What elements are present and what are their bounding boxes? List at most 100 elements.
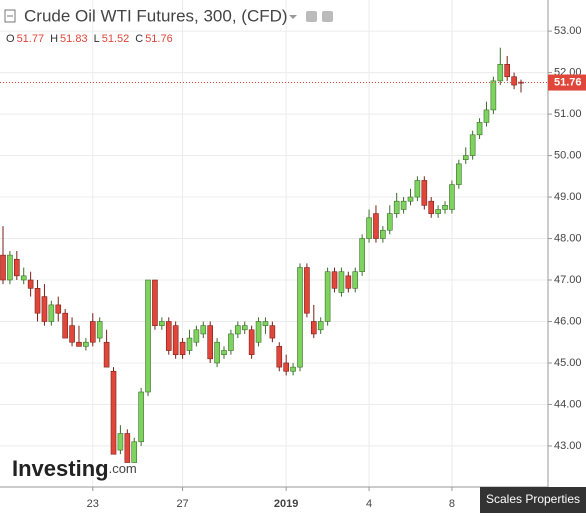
- ohlc-value: 51.52: [102, 33, 130, 45]
- x-tick-label: 27: [176, 498, 188, 510]
- candle-body: [69, 325, 75, 343]
- candle-body: [152, 279, 158, 326]
- candle-body: [304, 267, 310, 314]
- candle-body: [456, 163, 462, 185]
- last-price-label: 51.76: [554, 76, 582, 88]
- ohlc-value: 51.77: [17, 33, 45, 45]
- candle-body: [490, 80, 497, 111]
- candle-body: [497, 63, 504, 82]
- scales-button-label[interactable]: Scales Properties: [486, 492, 580, 506]
- candle-body: [62, 312, 68, 339]
- candle-body: [442, 205, 448, 210]
- candle-body: [297, 267, 303, 368]
- candle-body: [248, 329, 255, 355]
- candle-body: [124, 433, 131, 463]
- candle-body: [145, 279, 151, 393]
- candle-body: [373, 213, 379, 239]
- watermark-suffix: .com: [109, 461, 137, 476]
- candle-body: [179, 341, 186, 355]
- collapse-icon[interactable]: [4, 9, 16, 23]
- x-tick-label: 2019: [274, 498, 298, 510]
- candle-body: [103, 341, 110, 368]
- candle-body: [400, 200, 407, 210]
- candle-body: [262, 321, 269, 326]
- candle-body: [386, 213, 393, 231]
- candle-body: [462, 155, 469, 161]
- candle-body: [345, 275, 352, 289]
- candle-body: [7, 254, 13, 281]
- candle-body: [331, 271, 338, 289]
- candle-body: [338, 271, 345, 293]
- watermark: Investing.com: [12, 456, 137, 481]
- candle-body: [165, 321, 172, 351]
- candle-body: [159, 321, 165, 326]
- last-price-box: [548, 74, 586, 91]
- candle-body: [393, 200, 400, 214]
- candle-body: [428, 200, 435, 214]
- candle-body: [449, 184, 455, 210]
- candle-body: [435, 209, 441, 214]
- scales-button[interactable]: [480, 487, 586, 513]
- candle-body: [221, 350, 227, 355]
- candle-body: [48, 304, 55, 322]
- y-tick-label: 50.00: [554, 149, 582, 161]
- y-tick-label: 43.00: [554, 440, 582, 452]
- candle-body: [55, 304, 62, 314]
- candle-body: [200, 325, 207, 335]
- x-tick-label: 23: [87, 498, 99, 510]
- y-tick-label: 44.00: [554, 398, 582, 410]
- candle-body: [324, 271, 331, 322]
- grid: [0, 0, 548, 487]
- candle-body: [41, 296, 48, 322]
- candle-body: [20, 275, 27, 281]
- settings-icon[interactable]: [306, 11, 317, 22]
- chart-title: Crude Oil WTI Futures, 300, (CFD): [24, 6, 288, 25]
- ohlc-value: 51.83: [60, 33, 88, 45]
- candle-body: [193, 329, 200, 343]
- candle-body: [89, 321, 96, 343]
- ohlc-legend: O 51.77 H 51.83 L 51.52 C 51.76: [6, 33, 173, 45]
- y-tick-label: 46.00: [554, 315, 582, 327]
- gear-icon[interactable]: [322, 11, 333, 22]
- candle-body: [172, 325, 179, 355]
- candle-body: [476, 122, 483, 136]
- candle-body: [34, 288, 41, 314]
- watermark-main: Investing: [12, 456, 109, 481]
- y-tick-label: 51.00: [554, 108, 582, 120]
- candle-body: [352, 271, 359, 289]
- candle-body: [14, 258, 20, 277]
- candle-body: [27, 279, 34, 289]
- ohlc-key: L: [94, 33, 100, 45]
- candle-body: [117, 433, 124, 451]
- candle-body: [380, 229, 386, 239]
- candle-body: [414, 180, 421, 198]
- candle-body: [83, 341, 89, 347]
- candles: [0, 47, 524, 463]
- candle-body: [241, 325, 248, 331]
- candle-body: [131, 441, 138, 463]
- candle-body: [317, 321, 324, 331]
- candle-body: [421, 180, 428, 206]
- y-tick-label: 48.00: [554, 232, 582, 244]
- candle-body: [276, 346, 283, 368]
- x-tick-label: 4: [366, 498, 372, 510]
- candle-body: [0, 254, 6, 281]
- candle-body: [511, 76, 517, 86]
- candle-body: [138, 391, 144, 443]
- candle-body: [290, 366, 296, 372]
- x-tick-label: 8: [449, 498, 455, 510]
- candle-body: [235, 325, 241, 335]
- ohlc-key: C: [135, 33, 143, 45]
- ohlc-key: O: [6, 33, 15, 45]
- title-dropdown[interactable]: [289, 15, 297, 19]
- candle-body: [483, 109, 490, 123]
- candle-body: [359, 238, 365, 273]
- y-tick-label: 49.00: [554, 191, 582, 203]
- candle-body: [504, 63, 510, 78]
- candle-body: [96, 321, 103, 339]
- candle-body: [283, 362, 289, 372]
- candle-body: [469, 134, 476, 156]
- y-tick-label: 45.00: [554, 357, 582, 369]
- candle-body: [207, 325, 213, 360]
